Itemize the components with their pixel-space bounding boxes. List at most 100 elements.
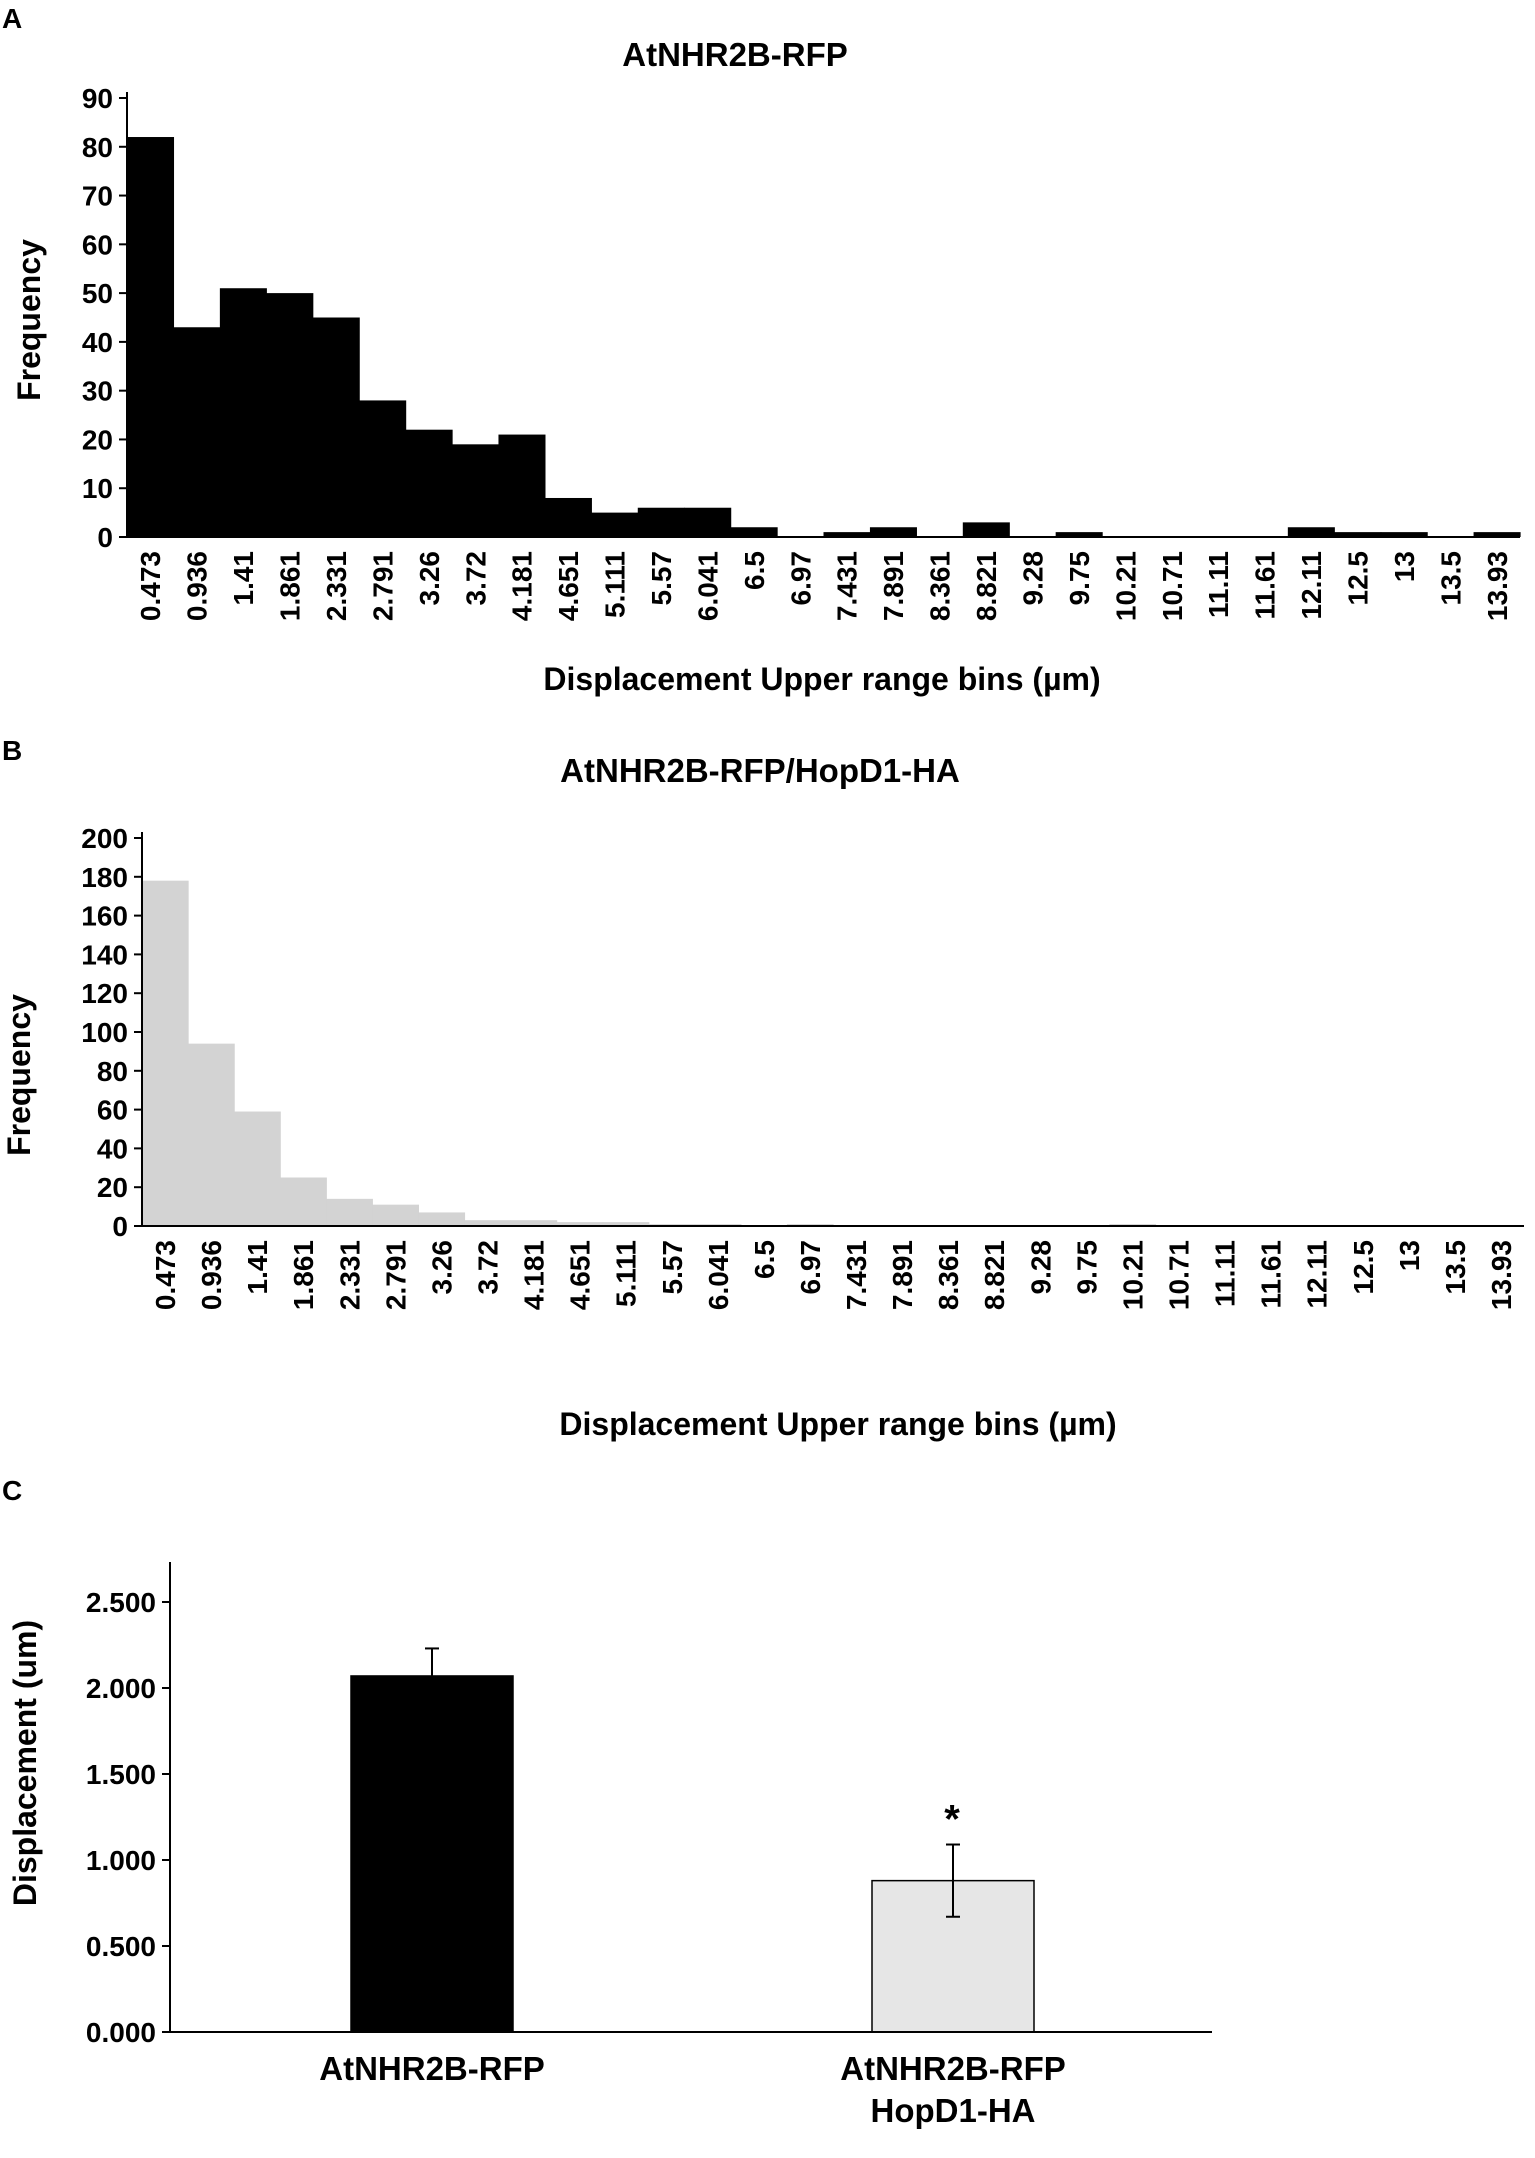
y-axis-title-b: Frequency [1,994,37,1156]
y-tick-label: 20 [97,1172,128,1203]
y-tick-label: 30 [82,376,113,407]
histogram-bar [464,1220,512,1226]
x-tick-label: 8.821 [971,551,1002,621]
x-tick-label: 6.97 [795,1240,826,1295]
histogram-bar [684,507,732,537]
x-tick-label: 12.11 [1296,551,1327,620]
x-tick-label: 10.21 [1110,551,1141,621]
panel-letter-b: B [2,735,22,766]
histogram-bar [602,1222,650,1226]
histogram-bar [510,1220,558,1226]
bar [350,1675,514,2033]
x-ticks-b: 0.473 0.936 1.41 1.861 2.331 2.791 3.26 3.72 4.1… [150,1240,1517,1310]
histogram-bar [498,434,546,537]
x-tick-label: 9.75 [1064,551,1095,606]
histogram-bar [405,429,453,537]
x-ticks-c: AtNHR2B-RFP AtNHR2B-RFP HopD1-HA [319,2050,1066,2129]
x-tick-label: 9.75 [1071,1240,1102,1295]
x-tick-label: 8.361 [925,551,956,621]
histogram-bar [1055,532,1103,537]
histogram-bar [591,512,639,537]
axes-b [141,832,1524,1227]
chart-title-b: AtNHR2B-RFP/HopD1-HA [560,752,960,789]
y-tick-label: 140 [81,939,128,970]
x-tick-label: 2.331 [334,1240,365,1310]
x-tick-label: 3.72 [460,551,491,606]
x-tick-label: 9.28 [1017,551,1048,606]
x-tick-label: 1.41 [242,1240,273,1295]
x-tick-label: 5.111 [600,551,631,618]
panel-a: A AtNHR2B-RFP Frequency Displacement Upp… [2,3,1521,697]
panel-letter-a: A [2,3,22,34]
panel-letter-c: C [2,1475,22,1506]
y-tick-label: 100 [81,1017,128,1048]
histogram-bar [962,522,1010,537]
significance-asterisk: * [944,1798,960,1842]
y-tick-label: 120 [81,978,128,1009]
histogram-bar [234,1111,281,1226]
histogram-bar [823,532,871,537]
x-tick-label: 11.11 [1203,551,1234,618]
x-axis-title-a: Displacement Upper range bins (µm) [543,661,1100,697]
histogram-bar [188,1043,235,1226]
x-category-label: HopD1-HA [871,2092,1036,2129]
y-tick-label: 20 [82,424,113,455]
x-tick-label: 8.361 [933,1240,964,1310]
y-tick-label: 50 [82,278,113,309]
y-ticks-a: 0 10 20 30 40 50 60 70 80 90 [82,83,127,553]
x-tick-label: 11.11 [1210,1240,1241,1307]
x-tick-label: 5.57 [646,551,677,606]
x-tick-label: 11.61 [1256,1240,1287,1309]
y-tick-label: 10 [82,473,113,504]
x-tick-label: 7.891 [887,1240,918,1310]
x-tick-label: 7.431 [841,1240,872,1310]
x-tick-label: 13 [1394,1240,1425,1271]
histogram-bar [556,1222,604,1226]
x-tick-label: 13.93 [1482,551,1513,621]
panel-c: C Displacement (um) * 0.000 0.500 1.000 1.5… [2,1475,1212,2129]
x-tick-label: 9.28 [1025,1240,1056,1295]
x-tick-label: 6.5 [739,551,770,590]
y-tick-label: 2.000 [86,1673,156,1704]
histogram-bar [869,527,917,537]
y-tick-label: 2.500 [86,1587,156,1618]
y-tick-label: 0 [112,1211,128,1242]
histogram-bar [544,497,592,537]
x-tick-label: 12.11 [1302,1240,1333,1309]
bars-c: * [350,1647,1035,2033]
x-tick-label: 1.861 [275,551,306,621]
y-tick-label: 90 [82,83,113,114]
bars-b [142,880,1157,1226]
histogram-bar [359,400,407,537]
y-tick-label: 160 [81,901,128,932]
x-tick-label: 3.26 [414,551,445,606]
histogram-bar [730,527,778,537]
y-tick-label: 0.500 [86,1931,156,1962]
histogram-bar [1334,532,1382,537]
x-tick-label: 6.5 [749,1240,780,1279]
y-tick-label: 0 [97,522,113,553]
y-tick-label: 1.000 [86,1845,156,1876]
x-tick-label: 2.331 [321,551,352,621]
histogram-bar [1287,527,1335,537]
x-tick-label: 7.891 [878,551,909,621]
x-tick-label: 10.21 [1117,1240,1148,1310]
x-tick-label: 0.473 [135,551,166,621]
histogram-bar [312,317,360,537]
x-tick-label: 4.181 [507,551,538,621]
panel-b: B AtNHR2B-RFP/HopD1-HA Frequency Displac… [1,735,1524,1442]
histogram-bar [372,1204,419,1226]
histogram-bar [173,327,221,537]
y-tick-label: 70 [82,181,113,212]
y-axis-title-a: Frequency [11,239,47,401]
y-tick-label: 200 [81,823,128,854]
histogram-bar [637,507,685,537]
y-ticks-b: 0 20 40 60 80 100 120 140 160 180 200 [81,823,142,1242]
chart-title-a: AtNHR2B-RFP [622,36,848,73]
x-tick-label: 2.791 [367,551,398,621]
y-tick-label: 0.000 [86,2017,156,2048]
x-tick-label: 1.861 [288,1240,319,1310]
x-tick-label: 4.651 [565,1240,596,1310]
axes-c [169,1562,1212,2033]
x-tick-label: 13.5 [1440,1240,1471,1295]
